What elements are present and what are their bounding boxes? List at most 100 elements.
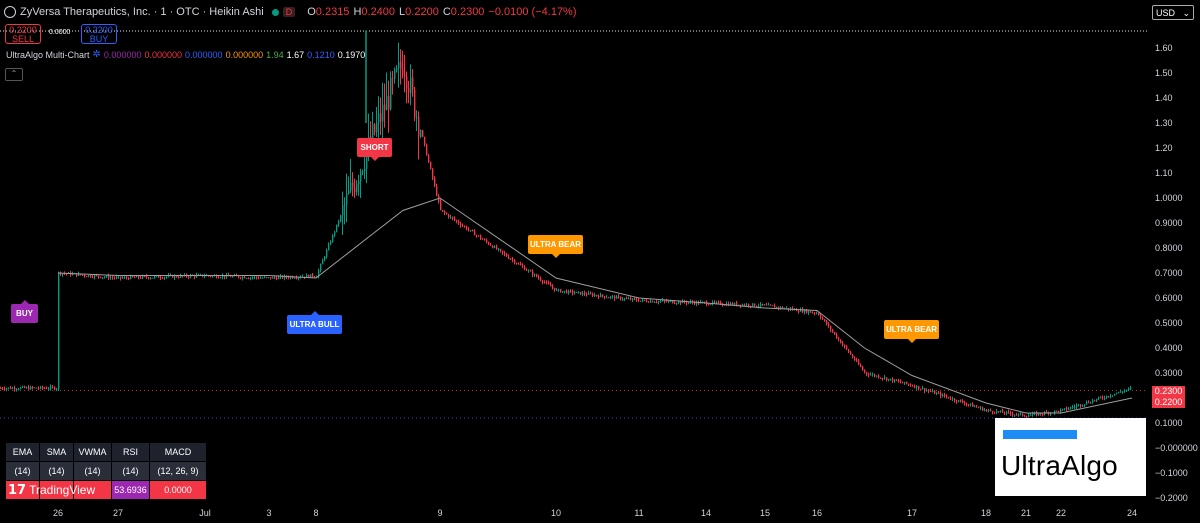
buy-price: 0.2200: [85, 25, 113, 35]
candle-body: [952, 398, 954, 400]
indicator-legend[interactable]: UltraAlgo Multi-Chart ✲ 0.000000 0.000000…: [6, 49, 365, 60]
indicator-table: EMA SMA VWMA RSI MACD (14) (14) (14) (14…: [6, 443, 209, 499]
candle-body: [796, 309, 798, 312]
candle-body: [1118, 391, 1120, 394]
candle-body: [476, 235, 478, 237]
candle-body: [36, 387, 38, 389]
candle-body: [94, 275, 96, 278]
candle-body: [960, 400, 962, 402]
last-price-tag: 0.2300: [1152, 386, 1185, 397]
buy-button[interactable]: 0.2200 BUY: [81, 24, 117, 44]
currency-selector[interactable]: USD ⌄: [1152, 5, 1194, 20]
candle-body: [1042, 414, 1044, 416]
candle-body: [824, 319, 826, 321]
candle-body: [266, 276, 268, 278]
table-param: (14): [74, 462, 111, 480]
collapse-legend-button[interactable]: ⌃: [5, 68, 23, 81]
candle-body: [714, 301, 716, 303]
candle-body: [154, 276, 156, 278]
candle-body: [558, 289, 560, 291]
candle-body: [1124, 390, 1126, 392]
candle-body: [686, 302, 688, 304]
candle-body: [624, 298, 626, 300]
candle-body: [1104, 398, 1106, 400]
candle-body: [460, 223, 462, 226]
candle-body: [178, 277, 180, 279]
candle-body: [130, 276, 132, 280]
candle-body: [416, 116, 418, 118]
candle-body: [114, 277, 116, 279]
candle-body: [104, 277, 106, 279]
candle-body: [786, 308, 788, 310]
candle-body: [1060, 409, 1062, 412]
table-param: (14): [40, 462, 73, 480]
candle-body: [674, 303, 676, 305]
y-tick-label: −0.000000: [1155, 443, 1198, 453]
candle-body: [1068, 408, 1070, 410]
candle-body: [242, 276, 244, 279]
candle-body: [132, 276, 134, 278]
candle-body: [452, 216, 454, 219]
candle-body: [354, 187, 356, 192]
tradingview-logo[interactable]: 𝟭𝟳 TradingView: [8, 482, 95, 498]
candle-body: [678, 301, 680, 304]
candle-body: [978, 407, 980, 409]
candle-body: [586, 294, 588, 296]
candle-body: [166, 276, 168, 278]
candle-body: [360, 171, 362, 182]
candle-body: [100, 276, 102, 278]
candle-body: [348, 190, 350, 194]
candle-body: [604, 296, 606, 298]
candle-body: [826, 320, 828, 325]
table-param: (14): [112, 462, 149, 480]
candle-body: [882, 378, 884, 380]
candle-body: [666, 300, 668, 302]
settings-icon[interactable]: ✲: [92, 49, 101, 60]
candle-body: [2, 388, 4, 390]
candle-body: [480, 235, 482, 239]
candle-body: [474, 231, 476, 236]
candle-body: [254, 276, 256, 278]
candle-body: [808, 311, 810, 313]
candle-body: [424, 136, 426, 145]
candle-body: [828, 324, 830, 326]
candle-body: [152, 277, 154, 279]
candle-body: [1112, 395, 1114, 397]
candle-body: [1014, 414, 1016, 416]
candle-body: [924, 388, 926, 391]
candle-body: [478, 235, 480, 237]
x-tick-label: 22: [1056, 508, 1066, 518]
candle-body: [48, 388, 50, 390]
candle-body: [466, 226, 468, 230]
table-header: MACD: [150, 443, 206, 461]
x-tick-label: 26: [53, 508, 63, 518]
tradingview-icon: 𝟭𝟳: [8, 482, 27, 497]
candle-body: [380, 113, 382, 122]
candle-body: [926, 390, 928, 392]
candle-body: [0, 388, 2, 389]
symbol-title[interactable]: ZyVersa Therapeutics, Inc. · 1 · OTC · H…: [20, 6, 264, 18]
candle-body: [606, 297, 608, 299]
candle-body: [110, 277, 112, 279]
candle-body: [560, 289, 562, 293]
candle-body: [776, 306, 778, 308]
candle-body: [434, 178, 436, 186]
candle-body: [118, 276, 120, 278]
candle-body: [396, 68, 398, 70]
candle-body: [124, 277, 126, 279]
sell-button[interactable]: 0.2200 SELL: [5, 24, 41, 44]
candle-body: [842, 343, 844, 345]
candle-body: [422, 130, 424, 137]
candle-body: [600, 294, 602, 298]
candle-body: [250, 277, 252, 279]
indicator-value: 0.000000: [144, 49, 183, 60]
candle-body: [564, 290, 566, 292]
candle-body: [1066, 408, 1068, 410]
candle-body: [54, 387, 56, 390]
y-tick-label: 1.50: [1155, 68, 1173, 78]
candle-body: [764, 304, 766, 306]
candle-body: [934, 390, 936, 394]
candle-body: [518, 263, 520, 265]
table-value: [6, 481, 39, 499]
